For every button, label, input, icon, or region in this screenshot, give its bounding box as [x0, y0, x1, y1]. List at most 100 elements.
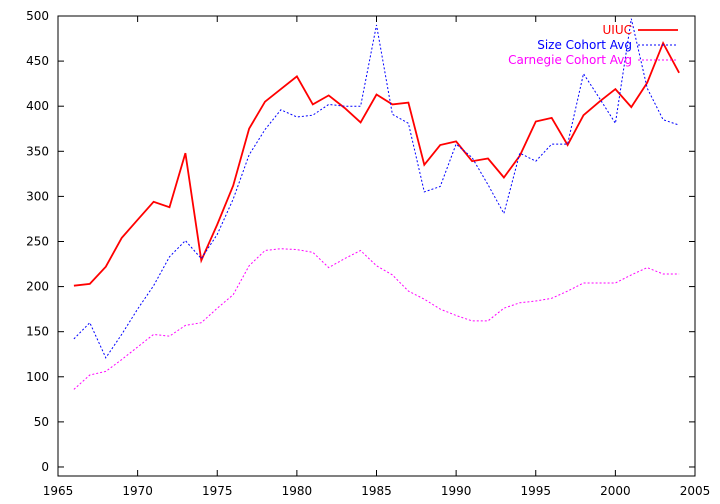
data-point	[630, 17, 633, 20]
data-point	[502, 176, 505, 179]
series-line-size-cohort-avg	[73, 18, 680, 359]
data-point	[582, 281, 585, 284]
series-line-uiuc	[73, 40, 680, 287]
data-point	[614, 122, 617, 125]
data-point	[120, 236, 123, 239]
data-point	[184, 324, 187, 327]
data-point	[120, 358, 123, 361]
data-point	[582, 72, 585, 75]
data-point	[311, 114, 314, 117]
data-point	[248, 153, 251, 156]
data-point	[279, 87, 282, 90]
x-tick-label: 1980	[282, 484, 313, 498]
data-point	[295, 75, 298, 78]
data-point	[104, 356, 107, 359]
data-point	[359, 249, 362, 252]
legend-label: Size Cohort Avg	[537, 38, 632, 52]
data-point	[232, 197, 235, 200]
y-tick-label: 300	[26, 189, 49, 203]
y-tick-label: 150	[26, 325, 49, 339]
data-point	[263, 249, 266, 252]
data-point	[439, 143, 442, 146]
data-point	[439, 308, 442, 311]
y-tick-label: 50	[34, 415, 49, 429]
x-tick-label: 2005	[680, 484, 711, 498]
data-point	[375, 264, 378, 267]
data-point	[391, 103, 394, 106]
data-point	[263, 128, 266, 131]
data-point	[343, 105, 346, 108]
data-point	[662, 272, 665, 275]
data-point	[72, 337, 75, 340]
data-point	[423, 190, 426, 193]
data-point	[359, 105, 362, 108]
y-tick-label: 100	[26, 370, 49, 384]
data-point	[88, 282, 91, 285]
data-point	[327, 266, 330, 269]
data-point	[343, 257, 346, 260]
y-tick-label: 0	[41, 460, 49, 474]
data-point	[455, 142, 458, 145]
data-point	[534, 299, 537, 302]
data-point	[375, 23, 378, 26]
data-point	[104, 265, 107, 268]
y-tick-label: 200	[26, 280, 49, 294]
y-tick-label: 350	[26, 144, 49, 158]
data-point	[232, 293, 235, 296]
data-point	[279, 108, 282, 111]
data-point	[486, 183, 489, 186]
data-point	[232, 184, 235, 187]
data-point	[152, 200, 155, 203]
data-point	[518, 301, 521, 304]
data-point	[184, 239, 187, 242]
data-point	[88, 321, 91, 324]
data-point	[279, 247, 282, 250]
axis-ticks: 1965 1970 1975 1980 1985 1990 1995 2000 2005 0 50 1…	[26, 9, 710, 498]
data-point	[152, 333, 155, 336]
data-point	[407, 122, 410, 125]
data-point	[88, 373, 91, 376]
data-point	[662, 118, 665, 121]
data-point	[486, 319, 489, 322]
data-point	[136, 218, 139, 221]
data-point	[184, 151, 187, 154]
data-point	[72, 388, 75, 391]
data-point	[566, 142, 569, 145]
data-point	[136, 345, 139, 348]
data-point	[152, 284, 155, 287]
data-point	[200, 321, 203, 324]
data-point	[263, 100, 266, 103]
data-point	[423, 298, 426, 301]
data-point	[295, 248, 298, 251]
data-point	[598, 96, 601, 99]
data-point	[550, 297, 553, 300]
data-point	[677, 71, 680, 74]
data-point	[677, 272, 680, 275]
data-point	[550, 142, 553, 145]
data-point	[502, 307, 505, 310]
x-tick-label: 1995	[520, 484, 551, 498]
data-point	[200, 257, 203, 260]
data-point	[502, 212, 505, 215]
data-point	[646, 87, 649, 90]
data-point	[598, 281, 601, 284]
data-point	[327, 103, 330, 106]
data-point	[168, 206, 171, 209]
data-point	[534, 120, 537, 123]
data-point	[311, 251, 314, 254]
data-point	[646, 266, 649, 269]
data-point	[407, 101, 410, 104]
x-tick-label: 1975	[202, 484, 233, 498]
y-tick-label: 400	[26, 99, 49, 113]
data-point	[630, 105, 633, 108]
series-lines	[72, 17, 680, 391]
data-point	[677, 124, 680, 127]
legend-label: Carnegie Cohort Avg	[508, 53, 632, 67]
data-point	[391, 273, 394, 276]
data-point	[486, 157, 489, 160]
data-point	[248, 127, 251, 130]
data-point	[566, 289, 569, 292]
data-point	[375, 93, 378, 96]
series-line-carnegie-cohort-avg	[73, 248, 680, 390]
